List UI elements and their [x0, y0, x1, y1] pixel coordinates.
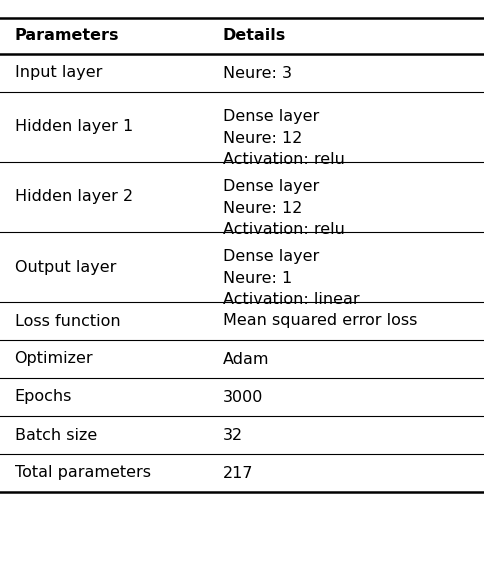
Text: 32: 32 — [223, 427, 243, 442]
Text: Optimizer: Optimizer — [15, 351, 93, 366]
Text: Output layer: Output layer — [15, 260, 116, 275]
Text: Epochs: Epochs — [15, 389, 72, 404]
Text: Details: Details — [223, 28, 286, 44]
Text: Hidden layer 2: Hidden layer 2 — [15, 190, 133, 204]
Text: 217: 217 — [223, 465, 253, 480]
Text: Loss function: Loss function — [15, 313, 120, 328]
Text: Mean squared error loss: Mean squared error loss — [223, 313, 417, 328]
Text: Dense layer
Neure: 12
Activation: relu: Dense layer Neure: 12 Activation: relu — [223, 179, 345, 237]
Text: Dense layer
Neure: 12
Activation: relu: Dense layer Neure: 12 Activation: relu — [223, 109, 345, 167]
Text: 3000: 3000 — [223, 389, 263, 404]
Text: Parameters: Parameters — [15, 28, 119, 44]
Text: Total parameters: Total parameters — [15, 465, 151, 480]
Text: Adam: Adam — [223, 351, 269, 366]
Text: Input layer: Input layer — [15, 66, 102, 81]
Text: Batch size: Batch size — [15, 427, 97, 442]
Text: Neure: 3: Neure: 3 — [223, 66, 292, 81]
Text: Dense layer
Neure: 1
Activation: linear: Dense layer Neure: 1 Activation: linear — [223, 249, 359, 307]
Text: Hidden layer 1: Hidden layer 1 — [15, 119, 133, 135]
